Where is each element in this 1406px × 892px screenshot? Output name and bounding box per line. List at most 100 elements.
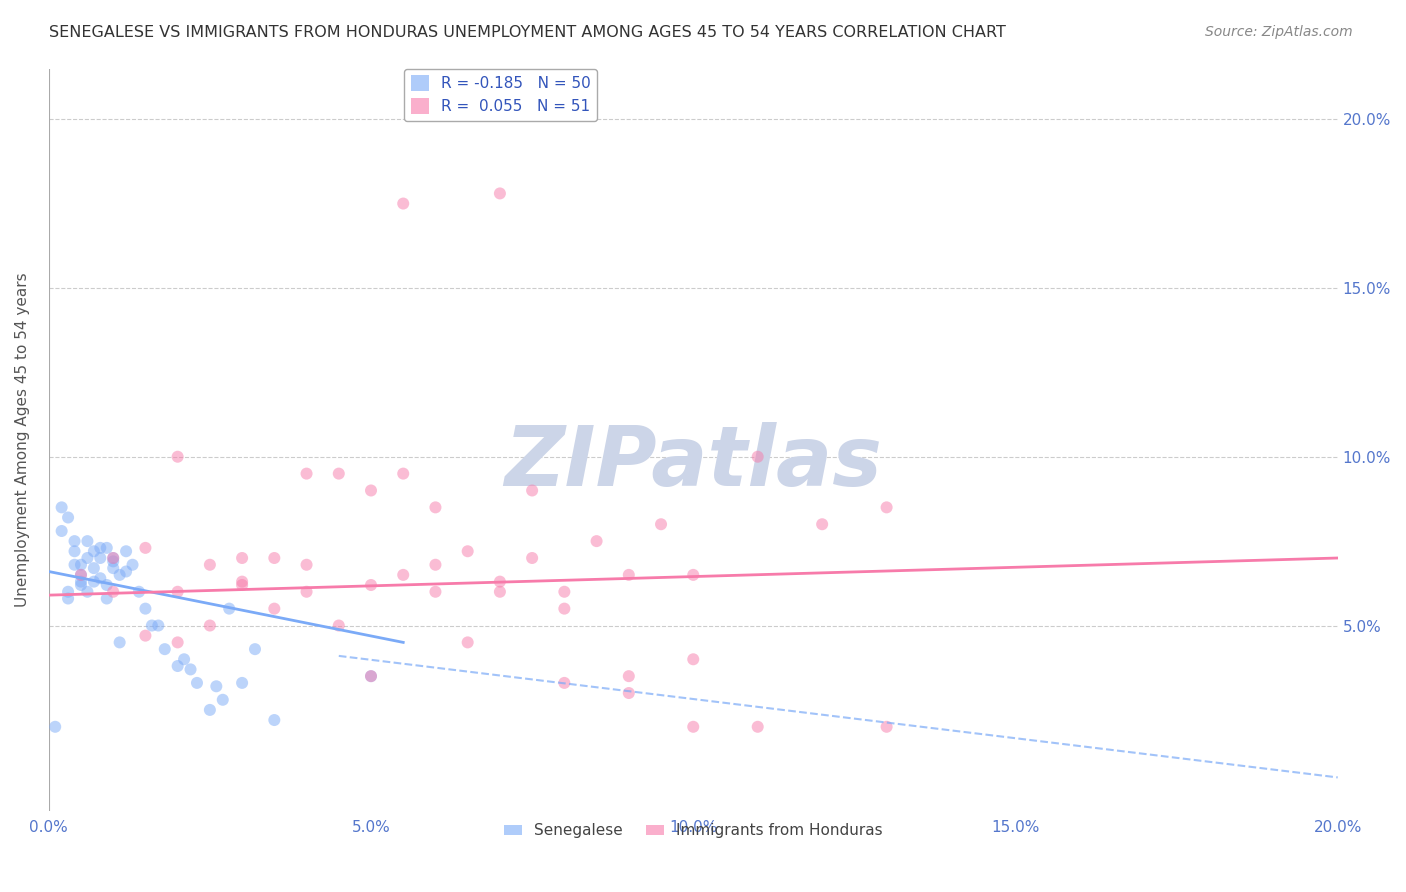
Point [263, 551, 285, 566]
Point [63, 544, 86, 558]
Point [103, 584, 125, 599]
Text: SENEGALESE VS IMMIGRANTS FROM HONDURAS UNEMPLOYMENT AMONG AGES 45 TO 54 YEARS CO: SENEGALESE VS IMMIGRANTS FROM HONDURAS U… [49, 25, 1007, 40]
Point [392, 467, 415, 481]
Point [103, 561, 125, 575]
Point [56, 591, 79, 606]
Point [392, 567, 415, 582]
Point [295, 467, 318, 481]
Point [70, 567, 93, 582]
Point [76, 551, 98, 566]
Point [103, 551, 125, 566]
Point [83, 574, 105, 589]
Point [876, 500, 898, 515]
Point [166, 584, 188, 599]
Point [205, 679, 228, 693]
Point [89, 541, 111, 555]
Point [243, 642, 266, 657]
Point [360, 483, 382, 498]
Point [63, 558, 86, 572]
Point [96, 591, 118, 606]
Point [218, 601, 240, 615]
Point [263, 601, 285, 615]
Point [811, 517, 834, 532]
Point [96, 541, 118, 555]
Point [180, 662, 202, 676]
Point [231, 551, 253, 566]
Point [617, 567, 640, 582]
Point [520, 551, 543, 566]
Point [489, 574, 512, 589]
Point [153, 642, 176, 657]
Point [553, 676, 575, 690]
Point [263, 713, 285, 727]
Point [141, 618, 163, 632]
Point [108, 635, 131, 649]
Point [128, 584, 150, 599]
Point [295, 558, 318, 572]
Point [520, 483, 543, 498]
Point [166, 659, 188, 673]
Point [585, 534, 607, 549]
Point [56, 510, 79, 524]
Point [682, 567, 704, 582]
Point [103, 554, 125, 568]
Point [51, 500, 73, 515]
Point [425, 584, 447, 599]
Point [553, 584, 575, 599]
Point [134, 629, 156, 643]
Point [166, 635, 188, 649]
Point [76, 534, 98, 549]
Point [617, 669, 640, 683]
Point [70, 574, 93, 589]
Text: ZIPatlas: ZIPatlas [505, 422, 882, 502]
Point [198, 558, 221, 572]
Point [231, 676, 253, 690]
Y-axis label: Unemployment Among Ages 45 to 54 years: Unemployment Among Ages 45 to 54 years [15, 273, 30, 607]
Point [425, 558, 447, 572]
Point [231, 574, 253, 589]
Point [682, 652, 704, 666]
Point [650, 517, 672, 532]
Point [51, 524, 73, 538]
Point [553, 601, 575, 615]
Point [360, 578, 382, 592]
Point [70, 578, 93, 592]
Point [328, 467, 350, 481]
Point [457, 544, 479, 558]
Point [489, 186, 512, 201]
Point [76, 584, 98, 599]
Point [360, 669, 382, 683]
Legend: Senegalese, Immigrants from Honduras: Senegalese, Immigrants from Honduras [498, 817, 889, 845]
Point [173, 652, 195, 666]
Point [103, 551, 125, 566]
Point [89, 571, 111, 585]
Point [198, 703, 221, 717]
Point [83, 544, 105, 558]
Point [360, 669, 382, 683]
Point [747, 450, 769, 464]
Point [70, 558, 93, 572]
Text: Source: ZipAtlas.com: Source: ZipAtlas.com [1205, 25, 1353, 39]
Point [425, 500, 447, 515]
Point [489, 584, 512, 599]
Point [747, 720, 769, 734]
Point [70, 567, 93, 582]
Point [115, 565, 138, 579]
Point [166, 450, 188, 464]
Point [328, 618, 350, 632]
Point [211, 693, 233, 707]
Point [617, 686, 640, 700]
Point [231, 578, 253, 592]
Point [682, 720, 704, 734]
Point [115, 544, 138, 558]
Point [63, 534, 86, 549]
Point [121, 558, 143, 572]
Point [134, 541, 156, 555]
Point [134, 601, 156, 615]
Point [186, 676, 208, 690]
Point [876, 720, 898, 734]
Point [198, 618, 221, 632]
Point [392, 196, 415, 211]
Point [96, 578, 118, 592]
Point [108, 567, 131, 582]
